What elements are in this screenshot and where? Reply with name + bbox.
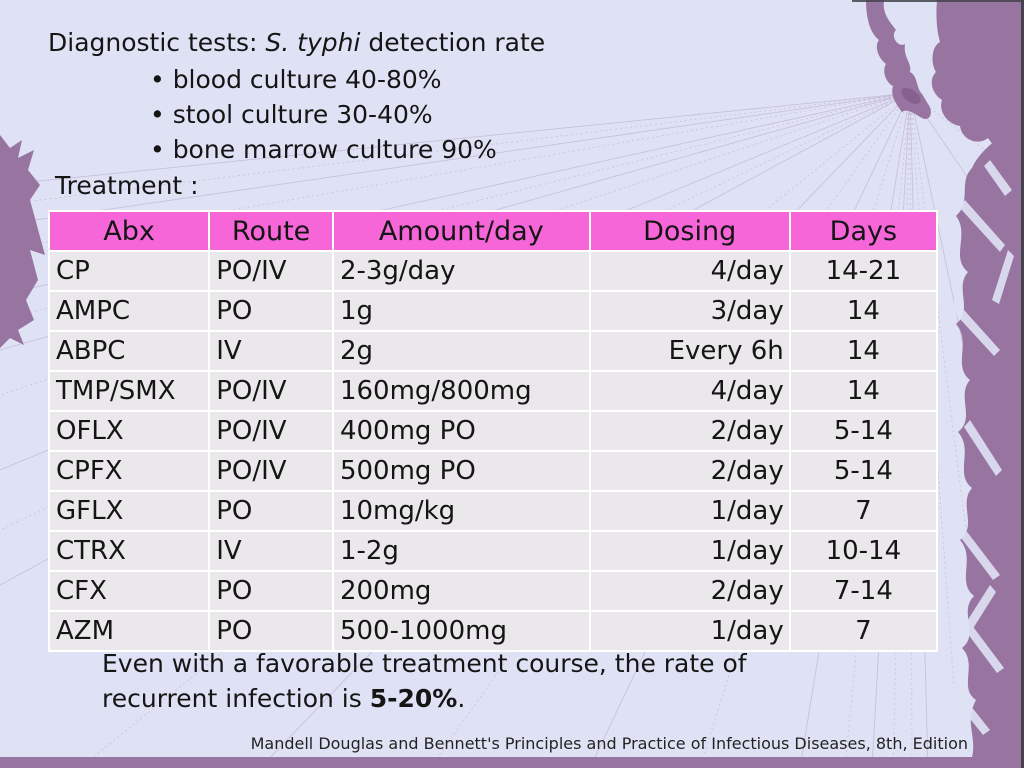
table-cell: 160mg/800mg <box>331 370 591 412</box>
treatment-table-header-row: Abx Route Amount/day Dosing Days <box>47 210 939 252</box>
table-cell: 1-2g <box>331 530 591 572</box>
table-cell: 7 <box>788 490 939 532</box>
table-cell: 400mg PO <box>331 410 591 452</box>
table-cell: PO/IV <box>208 410 334 452</box>
table-cell: TMP/SMX <box>47 370 211 412</box>
table-cell: IV <box>208 530 334 572</box>
table-cell: PO <box>208 570 334 612</box>
table-cell: 4/day <box>588 370 791 412</box>
screen-top-edge <box>852 0 1024 2</box>
table-cell: 3/day <box>588 290 791 332</box>
table-cell: 2/day <box>588 410 791 452</box>
screen-right-edge <box>1021 0 1024 768</box>
table-cell: OFLX <box>47 410 211 452</box>
table-row: CPFX PO/IV 500mg PO 2/day 5-14 <box>47 450 939 492</box>
table-cell: CTRX <box>47 530 211 572</box>
splash-corner <box>931 0 1024 157</box>
table-cell: 1/day <box>588 610 791 652</box>
note-line-2-prefix: recurrent infection is <box>102 684 370 713</box>
treatment-table: Abx Route Amount/day Dosing Days CP PO/IV 2-3g… <box>47 210 939 652</box>
table-cell: 5-14 <box>788 410 939 452</box>
table-cell: 1g <box>331 290 591 332</box>
table-cell: 7 <box>788 610 939 652</box>
column-header: Amount/day <box>331 210 591 252</box>
table-row: CFX PO 200mg 2/day 7-14 <box>47 570 939 612</box>
table-cell: 10mg/kg <box>331 490 591 532</box>
note-recurrence-rate: 5-20% <box>369 684 458 713</box>
column-header: Abx <box>47 210 211 252</box>
recurrence-note: Even with a favorable treatment course, … <box>102 646 747 716</box>
table-cell: 14 <box>788 290 939 332</box>
table-cell: 5-14 <box>788 450 939 492</box>
table-cell: 14 <box>788 370 939 412</box>
radiating-lines-dotted <box>0 92 1024 768</box>
table-cell: CP <box>47 250 211 292</box>
note-line-2: recurrent infection is 5-20%. <box>102 681 747 716</box>
splash-left-spike <box>0 180 36 240</box>
column-header: Route <box>208 210 334 252</box>
table-row: ABPC IV 2g Every 6h 14 <box>47 330 939 372</box>
bottom-strip <box>0 757 1024 768</box>
table-cell: 14 <box>788 330 939 372</box>
title-prefix: Diagnostic tests: <box>48 28 266 57</box>
table-cell: 200mg <box>331 570 591 612</box>
table-cell: 4/day <box>588 250 791 292</box>
table-cell: CPFX <box>47 450 211 492</box>
column-header: Days <box>788 210 939 252</box>
table-cell: 2/day <box>588 450 791 492</box>
table-cell: PO/IV <box>208 370 334 412</box>
table-cell: 1/day <box>588 530 791 572</box>
table-cell: PO <box>208 610 334 652</box>
splash-right-band <box>956 120 1024 768</box>
treatment-label: Treatment : <box>55 171 199 200</box>
table-row: TMP/SMX PO/IV 160mg/800mg 4/day 14 <box>47 370 939 412</box>
table-cell: Every 6h <box>588 330 791 372</box>
table-cell: 14-21 <box>788 250 939 292</box>
column-header: Dosing <box>588 210 791 252</box>
table-cell: 7-14 <box>788 570 939 612</box>
splash-highlights <box>944 160 1014 735</box>
table-cell: PO <box>208 290 334 332</box>
table-cell: CFX <box>47 570 211 612</box>
table-cell: AMPC <box>47 290 211 332</box>
bullet-item: • stool culture 30-40% <box>150 100 433 129</box>
treatment-table-body: CP PO/IV 2-3g/day 4/day 14-21 AMPC PO 1g 3/day 14… <box>47 250 939 652</box>
table-row: AZM PO 500-1000mg 1/day 7 <box>47 610 939 652</box>
table-cell: 10-14 <box>788 530 939 572</box>
table-cell: PO <box>208 490 334 532</box>
table-cell: PO/IV <box>208 450 334 492</box>
page-title: Diagnostic tests: S. typhi detection rat… <box>48 28 545 57</box>
bullet-item: • bone marrow culture 90% <box>150 135 497 164</box>
table-cell: 2/day <box>588 570 791 612</box>
title-suffix: detection rate <box>360 28 546 57</box>
table-cell: AZM <box>47 610 211 652</box>
table-cell: 500-1000mg <box>331 610 591 652</box>
table-cell: 1/day <box>588 490 791 532</box>
table-cell: 500mg PO <box>331 450 591 492</box>
table-row: OFLX PO/IV 400mg PO 2/day 5-14 <box>47 410 939 452</box>
table-row: CP PO/IV 2-3g/day 4/day 14-21 <box>47 250 939 292</box>
table-row: GFLX PO 10mg/kg 1/day 7 <box>47 490 939 532</box>
table-cell: PO/IV <box>208 250 334 292</box>
bullet-item: • blood culture 40-80% <box>150 65 442 94</box>
note-line-2-suffix: . <box>457 684 466 713</box>
table-row: AMPC PO 1g 3/day 14 <box>47 290 939 332</box>
note-line-1: Even with a favorable treatment course, … <box>102 649 747 678</box>
splash-left-blob <box>0 135 45 348</box>
splash-streak <box>866 0 931 119</box>
table-cell: ABPC <box>47 330 211 372</box>
citation: Mandell Douglas and Bennett's Principles… <box>250 734 968 753</box>
table-cell: GFLX <box>47 490 211 532</box>
bullet-list: • blood culture 40-80% • stool culture 30… <box>150 62 497 167</box>
table-cell: 2-3g/day <box>331 250 591 292</box>
table-cell: 2g <box>331 330 591 372</box>
splash-knot <box>901 88 921 104</box>
table-cell: IV <box>208 330 334 372</box>
table-row: CTRX IV 1-2g 1/day 10-14 <box>47 530 939 572</box>
title-italic-species: S. typhi <box>265 28 361 57</box>
